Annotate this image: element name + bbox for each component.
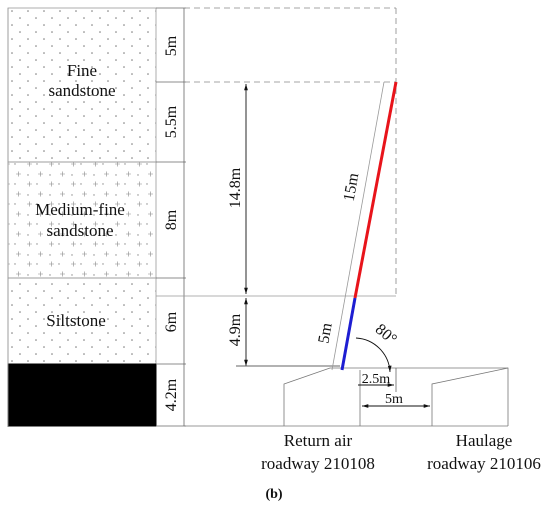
- thickness-5m: 5m: [163, 35, 180, 56]
- dimension-14-8m: 14.8m: [227, 167, 244, 208]
- label-medium-sandstone: sandstone: [46, 221, 113, 240]
- borehole-blue-segment: [340, 297, 357, 371]
- thickness-8m: 8m: [163, 209, 180, 230]
- borehole-length-5m: 5m: [315, 321, 335, 345]
- borehole-length-15m: 15m: [341, 171, 363, 203]
- haulage-label-2: roadway 210106: [427, 454, 541, 473]
- stratum-fine-sandstone: [7, 7, 157, 163]
- horizontal-dimensions: [358, 368, 430, 408]
- stratum-siltstone: [7, 277, 157, 365]
- analysis-boundary: [184, 7, 397, 296]
- label-fine-sandstone: sandstone: [48, 81, 115, 100]
- strata-column: [7, 7, 157, 427]
- horizontal-2-5m: 2.5m: [362, 372, 391, 387]
- borehole-red-segment: [353, 81, 398, 299]
- thickness-4-2m: 4.2m: [163, 378, 180, 411]
- vertical-dimension: [236, 84, 340, 367]
- borehole: [331, 81, 398, 373]
- angle-label: 80°: [372, 321, 400, 348]
- horizontal-5m: 5m: [385, 392, 403, 407]
- label-medium-fine: Medium-fine: [35, 200, 125, 219]
- label-fine: Fine: [67, 61, 97, 80]
- thickness-axis: [156, 7, 186, 427]
- figure-caption: (b): [265, 487, 282, 502]
- return-air-label-1: Return air: [284, 431, 353, 450]
- return-air-label-2: roadway 210108: [261, 454, 375, 473]
- haulage-label-1: Haulage: [456, 431, 513, 450]
- stratum-medium-fine-sandstone: [7, 161, 157, 279]
- label-siltstone: Siltstone: [46, 311, 106, 330]
- thickness-5-5m: 5.5m: [163, 105, 180, 138]
- thickness-6m: 6m: [163, 311, 180, 332]
- roadways: [184, 367, 509, 427]
- dimension-4-9m: 4.9m: [227, 313, 244, 346]
- stratum-coal: [7, 363, 157, 427]
